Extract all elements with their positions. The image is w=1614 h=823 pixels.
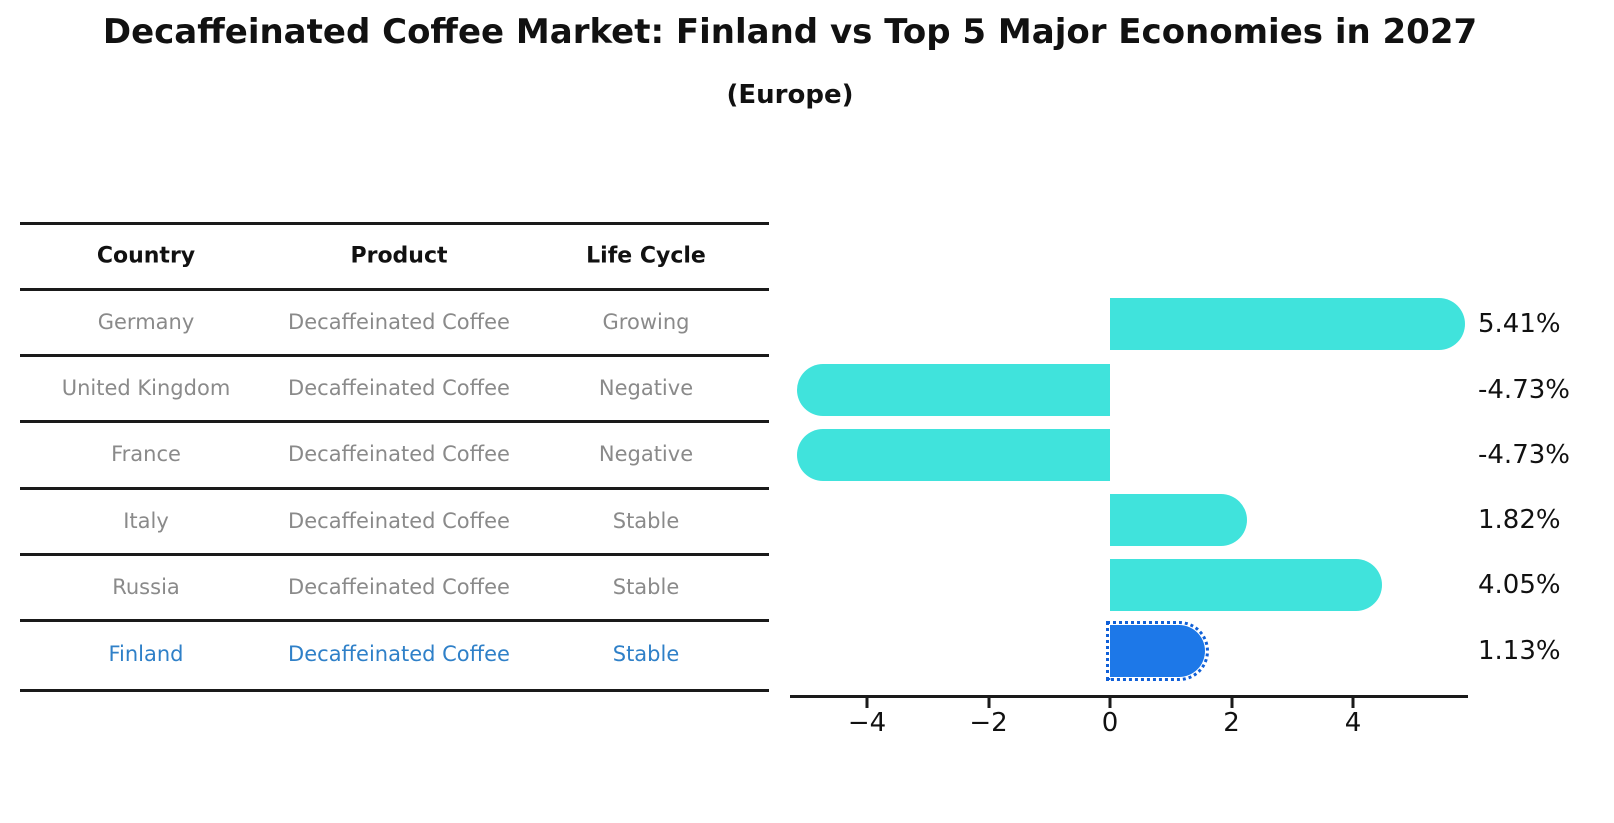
bar-value-label: 1.13% [1478, 636, 1561, 666]
bar-united-kingdom [796, 364, 1110, 416]
x-axis-tick-label: −4 [847, 708, 887, 738]
table-cell: Growing [602, 310, 690, 334]
table-rule [20, 553, 769, 556]
table-rule [20, 619, 769, 622]
bar-value-label: -4.73% [1478, 440, 1570, 470]
bar-italy [1110, 494, 1247, 546]
table-cell: Stable [612, 642, 680, 666]
x-axis-tick [987, 698, 990, 708]
x-axis-tick-label: 4 [1344, 708, 1362, 738]
table-rule [20, 354, 769, 357]
table-rule [20, 420, 769, 423]
bar-finland [1106, 621, 1209, 681]
table-cell: Decaffeinated Coffee [288, 642, 510, 666]
table-cell: Decaffeinated Coffee [288, 575, 510, 599]
bar-value-label: -4.73% [1478, 375, 1570, 405]
bar-france [796, 429, 1110, 481]
x-axis-tick [1351, 698, 1355, 708]
table-rule-top [20, 222, 769, 225]
table-rule-bottom [20, 689, 769, 692]
bar-value-label: 4.05% [1478, 570, 1561, 600]
table-cell: Negative [598, 376, 694, 400]
x-axis-line [790, 695, 1468, 698]
table-header-life-cycle: Life Cycle [586, 243, 706, 269]
table-cell: Italy [123, 509, 169, 533]
table-cell: Decaffeinated Coffee [288, 442, 510, 466]
x-axis-tick-label: −2 [969, 708, 1008, 738]
x-axis-tick [865, 698, 869, 708]
table-rule-header [20, 288, 769, 291]
table-cell: France [111, 442, 181, 466]
chart-subtitle: (Europe) [726, 80, 854, 110]
table-cell: Decaffeinated Coffee [288, 509, 510, 533]
table-header-country: Country [96, 243, 196, 269]
table-rule [20, 487, 769, 490]
bar-value-label: 5.41% [1478, 309, 1561, 339]
bar-value-label: 1.82% [1478, 505, 1561, 535]
chart-title: Decaffeinated Coffee Market: Finland vs … [102, 12, 1478, 52]
table-cell: United Kingdom [61, 376, 231, 400]
table-cell: Finland [108, 642, 184, 666]
table-cell: Germany [97, 310, 195, 334]
table-cell: Negative [598, 442, 694, 466]
table-cell: Decaffeinated Coffee [288, 310, 510, 334]
x-axis-tick [1108, 698, 1112, 708]
table-cell: Russia [112, 575, 180, 599]
x-axis-tick-label: 2 [1223, 708, 1240, 738]
bar-germany [1110, 298, 1465, 350]
table-cell: Stable [612, 509, 680, 533]
table-cell: Stable [612, 575, 680, 599]
table-header-product: Product [350, 243, 448, 269]
table-cell: Decaffeinated Coffee [288, 376, 510, 400]
x-axis-tick-label: 0 [1101, 708, 1119, 738]
bar-russia [1110, 559, 1383, 611]
x-axis-tick [1230, 698, 1233, 708]
